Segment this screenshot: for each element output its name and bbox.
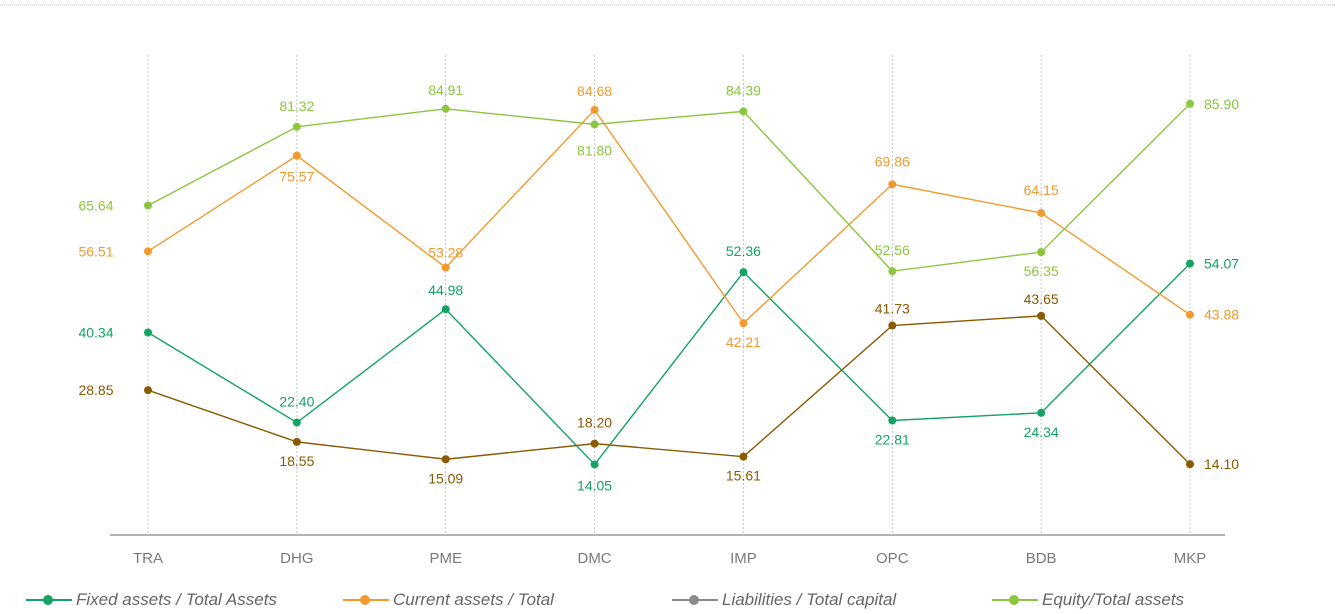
data-point-1-pme xyxy=(441,263,450,272)
legend-label: Fixed assets / Total Assets xyxy=(76,590,277,609)
data-label-3-bdb: 56.35 xyxy=(1024,263,1059,279)
data-point-0-imp xyxy=(739,268,748,277)
data-point-3-dmc xyxy=(590,120,599,129)
x-tick-label-opc: OPC xyxy=(876,550,909,567)
legend-label: Liabilities / Total capital xyxy=(722,590,897,609)
data-label-4-dmc: 18.20 xyxy=(577,415,612,431)
series-line-1 xyxy=(147,108,1191,325)
data-point-3-mkp xyxy=(1186,99,1194,108)
legend-marker-icon xyxy=(343,593,389,607)
data-point-4-dhg xyxy=(292,437,301,446)
data-label-4-mkp: 14.10 xyxy=(1204,456,1239,472)
x-tick-label-dhg: DHG xyxy=(280,550,313,567)
data-point-4-bdb xyxy=(1037,311,1046,320)
data-label-1-pme: 53.28 xyxy=(428,245,463,261)
data-label-4-bdb: 43.65 xyxy=(1024,291,1059,307)
x-tick-label-imp: IMP xyxy=(730,550,757,567)
data-point-0-dmc xyxy=(590,460,599,469)
data-point-0-bdb xyxy=(1037,408,1046,417)
data-label-3-pme: 84.91 xyxy=(428,82,463,98)
data-point-4-mkp xyxy=(1186,460,1194,469)
data-point-1-tra xyxy=(144,247,152,256)
data-label-3-opc: 52.56 xyxy=(875,242,910,258)
data-point-0-opc xyxy=(888,416,897,425)
data-point-4-imp xyxy=(739,452,748,461)
data-label-3-dhg: 81.32 xyxy=(279,98,314,114)
data-label-0-bdb: 24.34 xyxy=(1024,424,1059,440)
data-point-3-dhg xyxy=(292,122,301,131)
data-label-4-dhg: 18.55 xyxy=(279,453,314,469)
data-point-1-mkp xyxy=(1186,310,1194,319)
data-point-1-bdb xyxy=(1037,208,1046,217)
series-line-3 xyxy=(147,103,1191,272)
series-line-0 xyxy=(147,263,1191,466)
data-point-1-dhg xyxy=(292,151,301,160)
data-label-1-dmc: 84.68 xyxy=(577,83,612,99)
data-label-3-tra: 65.64 xyxy=(78,198,113,214)
x-tick-label-mkp: MKP xyxy=(1174,550,1207,567)
x-tick-label-bdb: BDB xyxy=(1026,550,1057,567)
legend-marker-icon xyxy=(26,593,72,607)
data-point-1-dmc xyxy=(590,105,599,114)
data-labels: 40.34 22.40 44.98 14.05 52.36 22.81 24.34 54.07… xyxy=(78,82,1239,494)
data-point-4-pme xyxy=(441,455,450,464)
data-point-4-tra xyxy=(144,386,152,395)
legend-label: Current assets / Total xyxy=(393,590,554,609)
series-lines xyxy=(144,99,1194,469)
data-label-0-opc: 22.81 xyxy=(875,431,910,447)
data-label-1-mkp: 43.88 xyxy=(1204,307,1239,323)
data-label-3-imp: 84.39 xyxy=(726,82,761,98)
data-label-1-imp: 42.21 xyxy=(726,334,761,350)
data-label-4-tra: 28.85 xyxy=(78,382,113,398)
legend-item-fixed-assets[interactable]: Fixed assets / Total Assets xyxy=(26,586,277,614)
legend: Fixed assets / Total Assets Current asse… xyxy=(0,586,1335,614)
legend-item-equity[interactable]: Equity/Total assets xyxy=(992,586,1184,614)
x-tick-label-dmc: DMC xyxy=(577,550,611,567)
data-label-4-opc: 41.73 xyxy=(875,301,910,317)
data-label-4-imp: 15.61 xyxy=(726,468,761,484)
data-point-0-dhg xyxy=(292,418,301,427)
data-label-1-dhg: 75.57 xyxy=(279,169,314,185)
legend-item-liabilities[interactable]: Liabilities / Total capital xyxy=(672,586,896,614)
data-point-1-opc xyxy=(888,180,897,189)
x-tick-label-tra: TRA xyxy=(133,550,163,567)
data-label-0-dhg: 22.40 xyxy=(279,394,314,410)
series-line-4 xyxy=(147,315,1191,465)
legend-item-current-assets[interactable]: Current assets / Total xyxy=(343,586,554,614)
legend-label: Equity/Total assets xyxy=(1042,590,1185,609)
data-point-0-tra xyxy=(144,328,152,337)
data-point-4-dmc xyxy=(590,439,599,448)
x-tick-label-pme: PME xyxy=(429,550,462,567)
data-point-4-opc xyxy=(888,321,897,330)
legend-marker-icon xyxy=(992,593,1038,607)
data-label-0-imp: 52.36 xyxy=(726,243,761,259)
legend-marker-icon xyxy=(672,593,718,607)
data-label-1-tra: 56.51 xyxy=(78,243,113,259)
data-label-0-mkp: 54.07 xyxy=(1204,256,1239,272)
data-point-0-mkp xyxy=(1186,259,1194,268)
x-axis-ticks: TRA DHG PME DMC IMP OPC BDB MKP xyxy=(133,550,1206,567)
data-point-0-pme xyxy=(441,305,450,314)
data-point-3-imp xyxy=(739,107,748,116)
data-label-3-dmc: 81.80 xyxy=(577,142,612,158)
data-label-0-tra: 40.34 xyxy=(78,325,113,341)
data-point-3-bdb xyxy=(1037,248,1046,257)
data-label-0-dmc: 14.05 xyxy=(577,477,612,493)
data-point-3-pme xyxy=(441,104,450,113)
data-label-0-pme: 44.98 xyxy=(428,282,463,298)
data-point-1-imp xyxy=(739,319,748,328)
data-label-4-pme: 15.09 xyxy=(428,470,463,486)
data-label-3-mkp: 85.90 xyxy=(1204,96,1239,112)
data-point-3-tra xyxy=(144,201,152,210)
data-label-1-opc: 69.86 xyxy=(875,153,910,169)
data-label-1-bdb: 64.15 xyxy=(1024,182,1059,198)
data-point-3-opc xyxy=(888,267,897,276)
